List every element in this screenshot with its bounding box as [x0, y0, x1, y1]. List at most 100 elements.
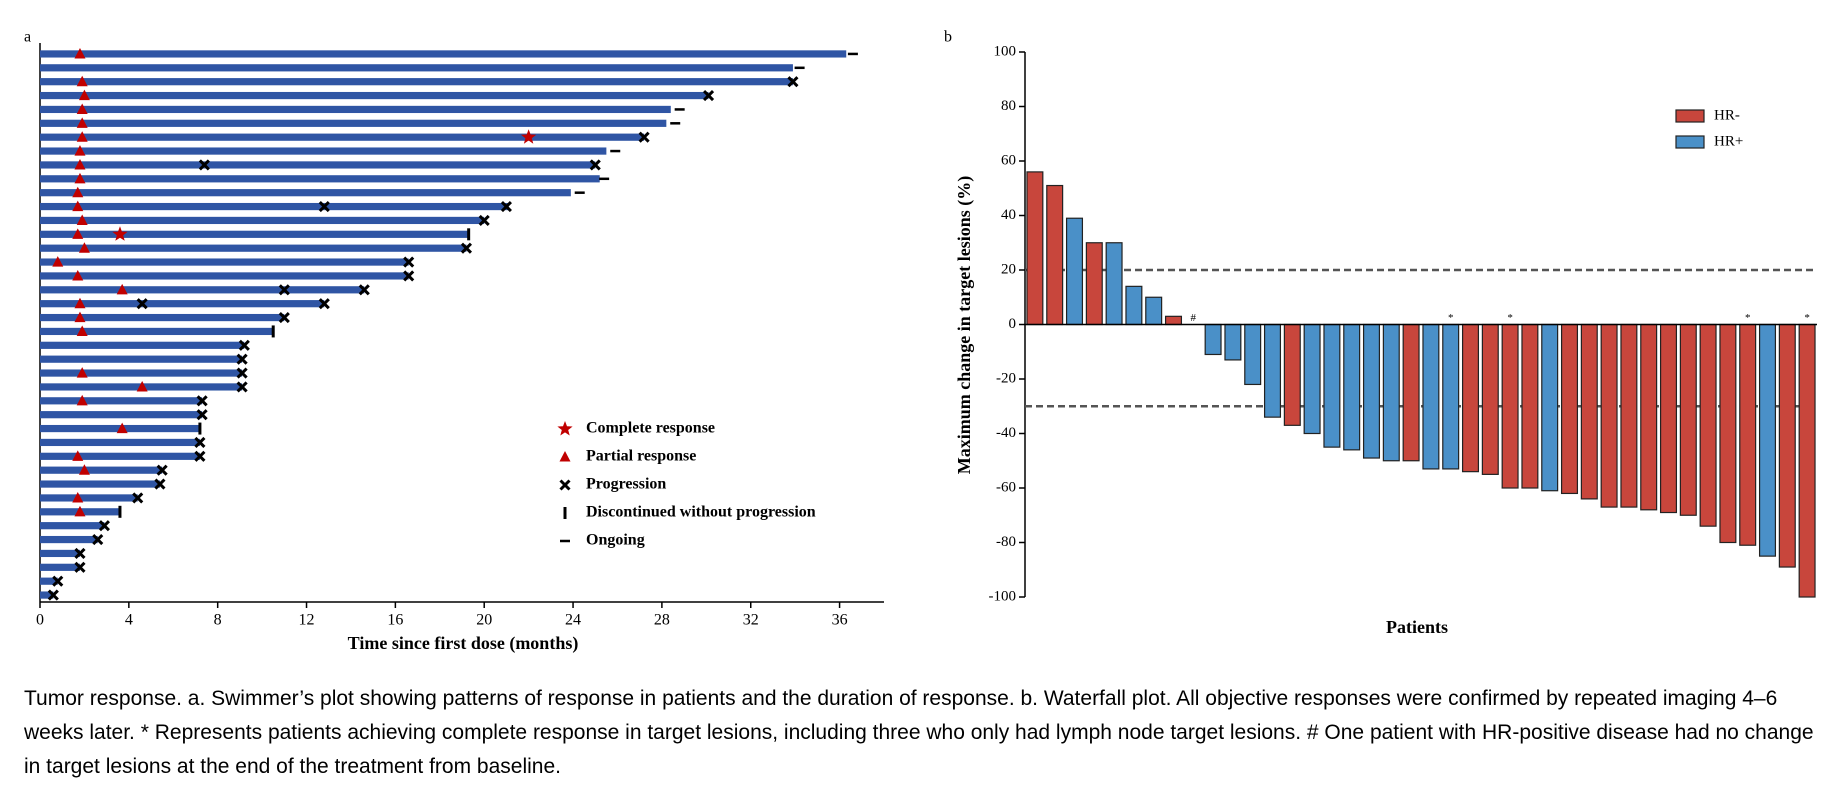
bar: [40, 91, 709, 100]
panel-label: a: [24, 29, 31, 46]
bar: [40, 341, 245, 349]
bar: [40, 202, 509, 211]
bar: [1303, 323, 1321, 435]
bar: [1026, 171, 1044, 326]
y-tick-label: -40: [996, 425, 1016, 441]
event-marker: [98, 520, 110, 532]
x-axis-label: Patients: [1386, 617, 1448, 637]
bar: [1263, 323, 1282, 418]
bar: [40, 78, 793, 86]
event-marker: [74, 561, 86, 573]
event-marker: [74, 547, 86, 559]
x-tick-label: 36: [832, 612, 848, 629]
bar: [40, 549, 80, 558]
event-marker: [76, 131, 88, 142]
x-tick-label: 8: [214, 612, 222, 629]
legend-symbol: [559, 479, 571, 491]
bar: [1244, 323, 1262, 386]
bar: [1758, 323, 1777, 557]
event-marker: [74, 47, 86, 59]
legend-label: Ongoing: [586, 532, 645, 549]
event-marker: [78, 89, 90, 101]
bar: [40, 50, 847, 58]
x-tick-label: 16: [387, 612, 403, 629]
event-marker: [47, 589, 59, 601]
bar: [40, 494, 138, 502]
bar: [40, 313, 285, 322]
y-tick-label: 0: [1009, 316, 1017, 332]
event-marker: [74, 145, 86, 156]
legend-label: Complete response: [586, 420, 715, 437]
bar: [40, 133, 645, 141]
bar: [40, 272, 409, 280]
bar: [40, 438, 200, 447]
event-marker: [236, 353, 248, 365]
bar: [40, 189, 571, 197]
bar: [1560, 323, 1579, 495]
point-label: *: [1745, 312, 1751, 324]
panel-label: b: [944, 29, 952, 46]
bar: [1600, 323, 1618, 508]
bar: [40, 452, 200, 460]
bar: [1481, 323, 1499, 475]
bar: [1085, 242, 1103, 326]
event-marker: [74, 311, 86, 323]
point-label: *: [1448, 312, 1454, 324]
event-marker: [460, 242, 473, 254]
bar: [1798, 323, 1816, 598]
event-marker: [74, 297, 86, 309]
bar: [1323, 323, 1341, 448]
bar: [1283, 323, 1301, 426]
x-tick-label: 0: [36, 612, 44, 629]
y-tick-label: 60: [1001, 152, 1016, 168]
caption: Tumor response. a. Swimmer’s plot showin…: [24, 687, 1814, 778]
x-tick-label: 32: [743, 612, 759, 629]
bar: [1580, 323, 1598, 500]
event-marker: [500, 201, 512, 213]
y-tick-label: -100: [989, 588, 1017, 604]
x-tick-label: 28: [654, 612, 670, 629]
bar: [1501, 323, 1519, 489]
bar: [1659, 323, 1678, 514]
event-marker: [154, 478, 166, 490]
event-marker: [72, 450, 84, 461]
bar: [1461, 323, 1480, 473]
event-marker: [112, 226, 128, 241]
event-marker: [72, 491, 84, 503]
bar: [40, 258, 409, 266]
bar: [1224, 323, 1242, 361]
event-marker: [76, 214, 88, 225]
event-marker: [76, 117, 88, 128]
bar: [40, 563, 80, 571]
event-marker: [196, 395, 208, 407]
event-marker: [72, 269, 84, 281]
bar: [40, 480, 160, 488]
event-marker: [52, 256, 64, 267]
bar: [1699, 323, 1717, 527]
event-marker: [358, 284, 370, 296]
bar: [1145, 296, 1163, 326]
bar: [1620, 323, 1638, 508]
bar: [40, 230, 469, 238]
bar: [1640, 323, 1658, 511]
event-marker: [238, 339, 250, 351]
bar: [40, 216, 485, 225]
event-marker: [74, 505, 86, 517]
point-label: *: [1507, 312, 1513, 324]
bar: [40, 147, 607, 155]
point-label: #: [1191, 312, 1197, 324]
bar: [1739, 323, 1757, 546]
x-tick-label: 4: [125, 612, 133, 629]
bar: [40, 244, 467, 252]
bar: [1065, 217, 1084, 326]
y-tick-label: -60: [996, 479, 1016, 495]
event-marker: [76, 325, 88, 336]
bar: [40, 411, 203, 419]
event-marker: [74, 158, 86, 170]
event-marker: [92, 534, 104, 546]
legend-swatch: [1675, 135, 1705, 149]
bar: [1541, 323, 1559, 492]
bar: [40, 300, 325, 308]
event-marker: [78, 242, 90, 253]
